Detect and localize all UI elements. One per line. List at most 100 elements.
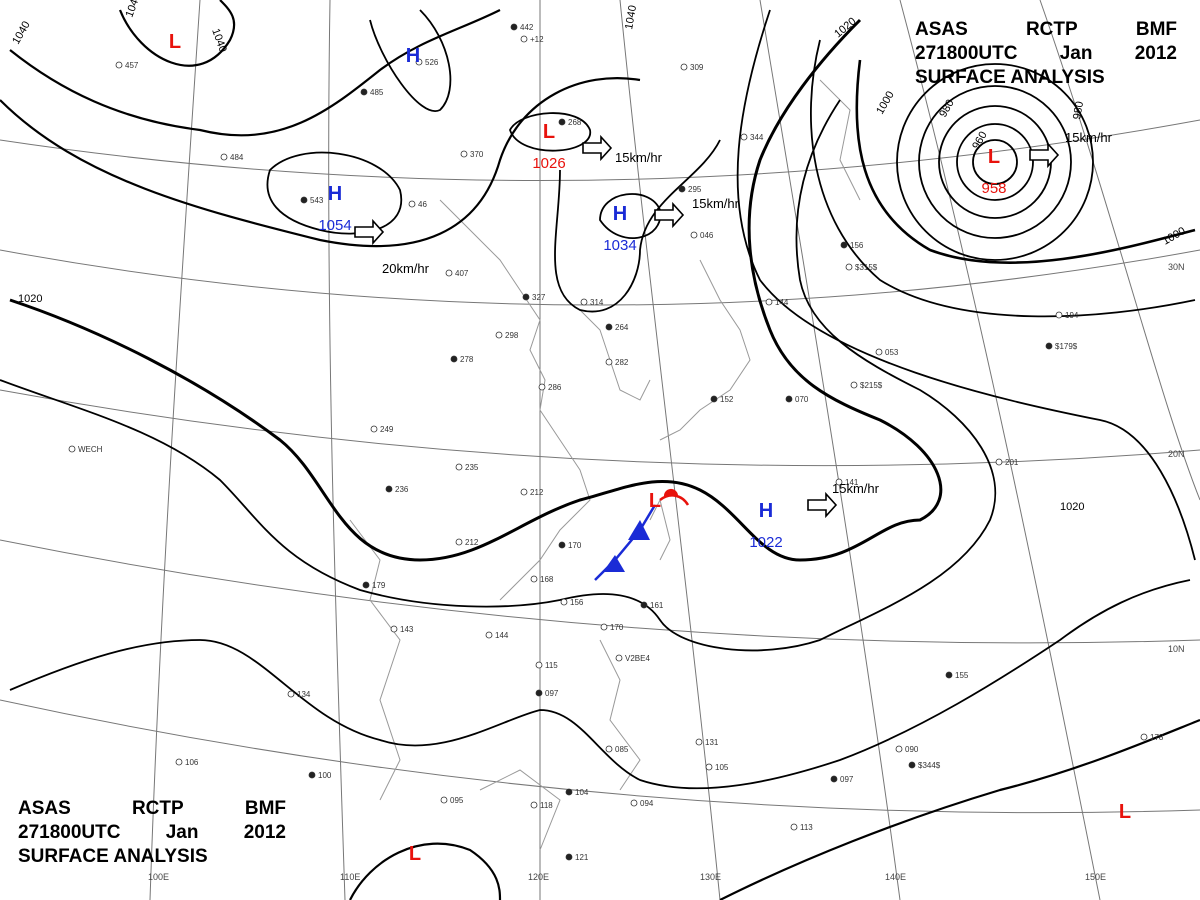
station-marker — [680, 63, 688, 71]
meridian-110e — [328, 0, 346, 900]
isobar — [0, 99, 996, 652]
graticule-label: 10N — [1168, 644, 1185, 654]
station-marker — [615, 654, 623, 662]
station-marker — [840, 241, 848, 249]
station-marker — [535, 689, 543, 697]
isobar — [554, 139, 721, 313]
low-pressure-symbol: L — [988, 146, 1000, 168]
coast-japan — [659, 259, 751, 441]
isobar — [810, 39, 1196, 318]
isobar-value-label: 980 — [937, 98, 957, 120]
station-value: 370 — [470, 150, 484, 159]
graticule-label: 110E — [340, 872, 360, 882]
meridian-140e — [759, 0, 901, 900]
station-value: 170 — [610, 623, 624, 632]
station-value: $315$ — [855, 263, 878, 272]
station-marker — [538, 383, 546, 391]
station-value: $344$ — [918, 761, 941, 770]
station-marker — [705, 763, 713, 771]
parallel-0 — [0, 699, 1200, 814]
station-marker — [370, 425, 378, 433]
header-month: Jan — [165, 822, 199, 843]
low-pressure-symbol: L — [649, 490, 661, 512]
station-marker — [287, 690, 295, 698]
warm-front-bump — [663, 488, 678, 497]
station-value: 156 — [850, 241, 864, 250]
movement-arrow — [582, 134, 613, 162]
station-value: 168 — [540, 575, 554, 584]
center-pressure-value: 1022 — [749, 534, 782, 551]
station-value: 457 — [125, 61, 139, 70]
station-value: 327 — [532, 293, 546, 302]
station-value: 194 — [1065, 311, 1079, 320]
header-station: RCTP — [131, 798, 184, 819]
station-marker — [460, 150, 468, 158]
station-marker — [605, 745, 613, 753]
station-value: 097 — [840, 775, 854, 784]
parallel-40n — [0, 119, 1200, 181]
station-value: 155 — [955, 671, 969, 680]
station-value: 118 — [540, 801, 553, 810]
station-value: 249 — [380, 425, 394, 434]
station-value: 407 — [455, 269, 469, 278]
isobar — [266, 151, 403, 235]
high-pressure-symbol: H — [613, 203, 627, 225]
station-value: 115 — [545, 661, 558, 670]
header-title: SURFACE ANALYSIS — [915, 67, 1105, 88]
graticule-label: 130E — [700, 872, 721, 882]
station-marker — [445, 269, 453, 277]
movement-arrow — [654, 201, 685, 229]
station-marker — [895, 745, 903, 753]
isobar-value-label: 1020 — [18, 293, 42, 305]
station-value: 286 — [548, 383, 562, 392]
coast-borneo — [479, 769, 561, 851]
station-value: 105 — [715, 763, 729, 772]
isobar-value-label: 1040 — [623, 4, 639, 30]
isobar — [719, 718, 1200, 900]
station-value: 097 — [545, 689, 559, 698]
station-value: 070 — [795, 395, 809, 404]
station-marker — [415, 58, 423, 66]
fronts — [594, 488, 690, 581]
station-value: 278 — [460, 355, 474, 364]
cold-front-barb — [603, 555, 625, 572]
station-value: 201 — [1005, 458, 1019, 467]
high-pressure-symbol: H — [759, 500, 773, 522]
header-line-2: 271800UTC Jan 2012 — [18, 821, 286, 845]
graticule-label: 150E — [1085, 872, 1106, 882]
meridian-100e — [149, 0, 201, 900]
station-marker — [450, 355, 458, 363]
isobar — [0, 77, 641, 248]
header-station: RCTP — [1025, 19, 1078, 40]
station-value: $179$ — [1055, 342, 1078, 351]
station-value: 143 — [400, 625, 414, 634]
station-value: 090 — [905, 745, 919, 754]
station-marker — [875, 348, 883, 356]
coast-kamchatka — [819, 79, 861, 201]
header-code: BMF — [244, 798, 286, 819]
movement-speed-label: 20km/hr — [382, 261, 430, 276]
isobar-value-label: 1000 — [1161, 225, 1188, 248]
station-marker — [835, 478, 843, 486]
header-time: 271800UTC — [915, 43, 1018, 64]
station-marker — [695, 738, 703, 746]
coast-indochina — [349, 519, 401, 801]
low-pressure-symbol: L — [169, 31, 181, 53]
high-pressure-symbol: H — [406, 45, 420, 67]
station-value: 484 — [230, 153, 244, 162]
header-month: Jan — [1059, 43, 1093, 64]
isobar-ring — [918, 85, 1072, 239]
header-code: BMF — [1135, 19, 1177, 40]
station-value: 178 — [1150, 733, 1164, 742]
header-year: 2012 — [1134, 43, 1177, 64]
isobar-value-label: 1000 — [874, 89, 897, 116]
station-value: 121 — [575, 853, 589, 862]
graticule-label: 140E — [885, 872, 906, 882]
station-value: 298 — [505, 331, 519, 340]
isobar-value-label: 1040 — [124, 0, 144, 19]
station-value: 543 — [310, 196, 324, 205]
station-marker — [300, 196, 308, 204]
station-marker — [522, 293, 530, 301]
station-marker — [485, 631, 493, 639]
isobar-value-label: 1040 — [10, 19, 33, 46]
